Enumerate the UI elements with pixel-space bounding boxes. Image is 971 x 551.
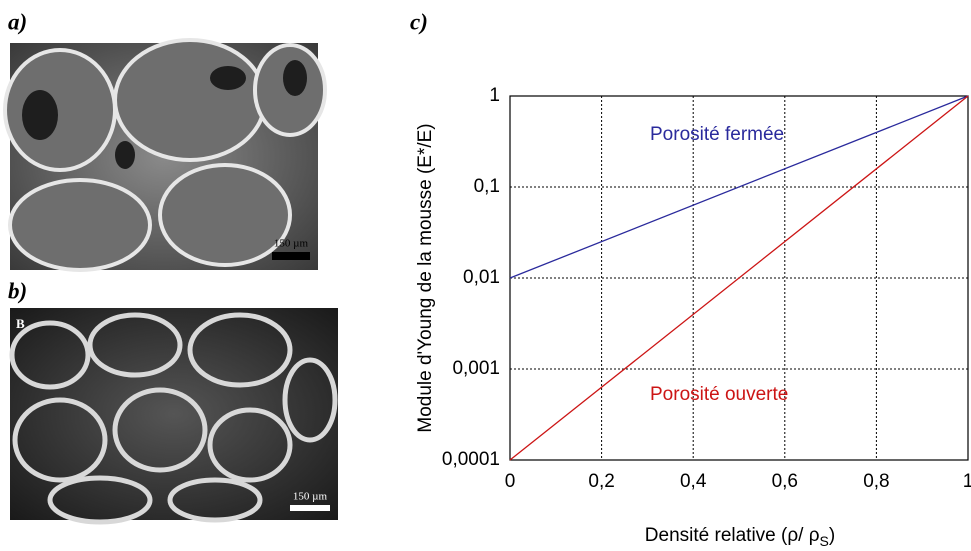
y-axis-label: Module d'Young de la mousse (E*/E) bbox=[415, 123, 436, 432]
x-axis-label-text: Densité relative (ρ/ ρ bbox=[645, 525, 820, 546]
scale-bar-label: 150 µm bbox=[274, 238, 309, 250]
series-line bbox=[509, 95, 969, 279]
x-axis-label-end: ) bbox=[829, 525, 835, 546]
svg-text:B: B bbox=[16, 316, 25, 331]
scale-bar-label: 150 µm bbox=[293, 491, 328, 503]
y-tick-label: 0,001 bbox=[452, 358, 500, 379]
series-line bbox=[509, 95, 969, 461]
x-axis-label: Densité relative (ρ/ ρS) bbox=[645, 525, 835, 549]
y-tick-label: 0,1 bbox=[474, 176, 500, 197]
x-tick-label: 0,8 bbox=[863, 471, 889, 492]
x-tick-label: 0,4 bbox=[680, 471, 707, 492]
series-label: Porosité fermée bbox=[650, 124, 784, 145]
y-tick-label: 0,01 bbox=[463, 267, 500, 288]
x-axis-label-subscript: S bbox=[820, 533, 829, 549]
x-tick-label: 0,6 bbox=[772, 471, 798, 492]
y-tick-label: 0,0001 bbox=[442, 449, 500, 470]
x-tick-label: 0,2 bbox=[588, 471, 614, 492]
sem-image-open: B 150 µm bbox=[9, 308, 338, 525]
panel-label: a) bbox=[8, 9, 27, 34]
y-tick-label: 1 bbox=[489, 85, 500, 106]
x-tick-label: 0 bbox=[505, 471, 516, 492]
panel-label: b) bbox=[8, 278, 27, 303]
panel-label: c) bbox=[410, 9, 428, 34]
series-label: Porosité ouverte bbox=[650, 384, 788, 405]
x-tick-label: 1 bbox=[963, 471, 971, 492]
sem-image-closed: 150 µm bbox=[3, 38, 327, 272]
